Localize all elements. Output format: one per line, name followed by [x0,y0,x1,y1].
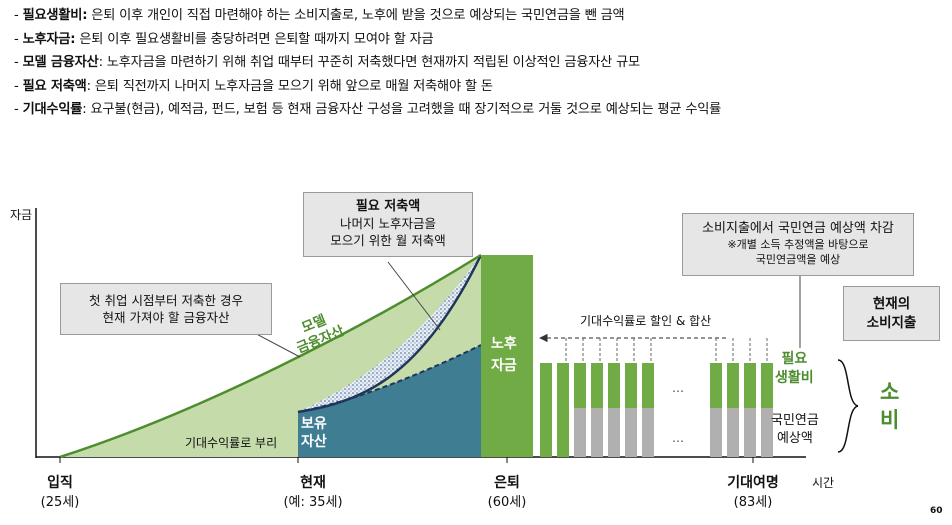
retirement-fund-bar [481,255,533,457]
x-point-entry: 입직 (25세) [40,475,80,510]
definition-text: 요구불(현금), 예적금, 펀드, 보험 등 현재 금융자산 구성을 고려했을 … [86,102,722,117]
living-cost-bar [642,363,654,408]
definition-item: - 필요 저축액: 은퇴 직전까지 나머지 노후자금을 모으기 위해 앞으로 매… [14,78,493,94]
x-point-retirement: 은퇴 (60세) [487,475,527,510]
living-cost-bar [557,363,569,457]
required-living-label: 필요 생활비 [775,351,814,386]
living-cost-bars [540,363,773,457]
callout-text: 현재 가져야 할 금융자산 [102,310,230,325]
pension-bar [625,408,637,457]
definitions-list: - 필요생활비: 은퇴 이후 개인이 직접 마련해야 하는 소비지출로, 노후에… [14,4,944,122]
discount-connectors [565,338,768,361]
definition-text: 은퇴 이후 필요생활비를 충당하려면 은퇴할 때까지 모여야 할 자금 [75,31,434,47]
callout-note: ※개별 소득 추정액을 바탕으로 [727,238,869,251]
pension-bar [642,408,654,457]
x-axis-label: 시간 [812,476,835,490]
ellipsis-top: … [672,381,684,395]
living-cost-bar [591,363,603,408]
pension-bar [710,408,722,457]
living-cost-bar [710,363,722,408]
x-point-current: 현재 (예: 35세) [283,475,343,510]
pension-bar [761,408,773,457]
ellipsis-bottom: … [672,431,684,445]
required-savings-curve [297,254,483,414]
pension-bar [574,408,586,457]
definition-term: 노후자금 [22,31,71,47]
callout-text: 모으기 위한 월 저축액 [330,233,446,248]
national-pension-label: 국민연금 예상액 [771,413,819,446]
definition-item: - 노후자금: 은퇴 이후 필요생활비를 충당하려면 은퇴할 때까지 모여야 할… [14,31,434,47]
y-axis-label: 자금 [10,208,33,222]
pension-bar [744,408,756,457]
discount-label: 기대수익률로 할인 & 합산 [580,314,712,328]
living-cost-bar [540,363,552,457]
callout-text: 소비지출에서 국민연금 예상액 차감 [702,221,894,236]
pension-bar [591,408,603,457]
x-point-life-expectancy: 기대여명 (83세) [727,475,779,510]
callout-title: 필요 저축액 [355,199,421,214]
callout-note: 국민연금액을 예상 [755,253,841,266]
definition-item: - 필요생활비: 은퇴 이후 개인이 직접 마련해야 하는 소비지출로, 노후에… [14,8,625,23]
compound-growth-label: 기대수익률로 부리 [185,436,278,450]
callout-consumption: 소비지출에서 국민연금 예상액 차감 ※개별 소득 추정액을 바탕으로 국민연금… [682,213,914,276]
living-cost-bar [625,363,637,408]
page-number: 60 [930,506,943,516]
living-cost-bar [574,363,586,408]
living-cost-bar [744,363,756,408]
definition-item: - 기대수익률: 요구불(현금), 예적금, 펀드, 보험 등 현재 금융자산 … [14,102,722,117]
held-assets-boundary [297,344,482,413]
callout-required-savings: 필요 저축액 나머지 노후자금을 모으기 위한 월 저축액 [303,192,473,257]
consumption-brace [837,359,859,453]
callout-model-assets: 첫 취업 시점부터 저축한 경우 현재 가져야 할 금융자산 [60,283,272,335]
definition-text: 노후자금을 마련하기 위해 취업 때부터 꾸준히 저축했다면 현재까지 적립된 … [102,55,640,70]
pension-bar [727,408,739,457]
living-cost-bar [727,363,739,408]
held-assets-area [298,345,481,457]
retirement-fund-label: 노후 자금 [491,336,517,374]
definition-text: 은퇴 직전까지 나머지 노후자금을 모으기 위해 앞으로 매월 저축해야 할 돈 [90,78,493,94]
callout-text: 나머지 노후자금을 [340,216,436,231]
consumption-label: 소 비 [880,380,900,432]
callout-current-consumption: 현재의 소비지출 [843,286,940,341]
pension-bar [608,408,620,457]
living-cost-bar [761,363,773,408]
definition-text: 은퇴 이후 개인이 직접 마련해야 하는 소비지출로, 노후에 받을 것으로 예… [87,8,625,23]
required-savings-leader [387,261,441,331]
held-assets-label: 보유 자산 [301,416,327,450]
definition-term: 모델 금융자산 [22,55,99,70]
definition-term: 필요 저축액 [22,78,87,94]
model-assets-curve [59,253,482,459]
definition-item: - 모델 금융자산: 노후자금을 마련하기 위해 취업 때부터 꾸준히 저축했다… [14,55,640,70]
definition-term: 기대수익률 [22,102,83,117]
definition-term: 필요생활비 [22,8,83,23]
living-cost-bar [608,363,620,408]
callout-text: 첫 취업 시점부터 저축한 경우 [89,293,243,308]
